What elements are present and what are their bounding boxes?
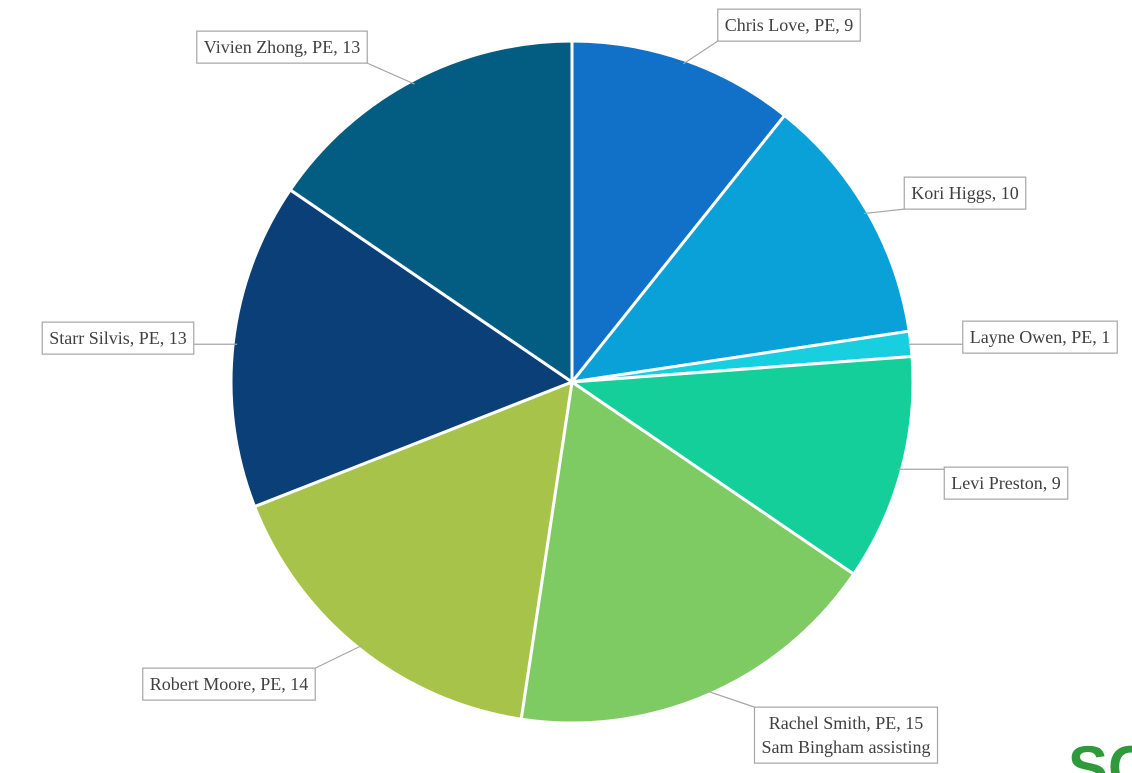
pie-slice (570, 355, 915, 576)
data-label: Chris Love, PE, 9 (725, 15, 854, 35)
data-label-group: Rachel Smith, PE, 15 Sam Bingham assistin… (753, 706, 939, 764)
data-label: Starr Silvis, PE, 13 (49, 328, 187, 348)
data-label-group: Chris Love, PE, 9 (717, 8, 861, 42)
data-label: Kori Higgs, 10 (911, 183, 1019, 203)
data-label-group: Vivien Zhong, PE, 13 (196, 30, 368, 64)
data-labels: Chris Love, PE, 9 Kori Higgs, 10 Layne Owe… (41, 8, 1118, 764)
leader-line (706, 690, 755, 708)
data-label-group: Levi Preston, 9 (943, 466, 1069, 500)
leader-line (366, 62, 415, 85)
pie-slice (253, 380, 574, 721)
label-box (943, 466, 1069, 500)
annotation: Sam Bingham assisting (761, 737, 930, 757)
pie-slice (570, 39, 787, 384)
label-box (753, 706, 939, 764)
pie-slice (288, 39, 574, 384)
data-label: Layne Owen, PE, 1 (970, 327, 1110, 347)
data-label-group: Robert Moore, PE, 14 (142, 667, 316, 701)
data-label: Rachel Smith, PE, 15 (769, 713, 924, 733)
label-box (196, 30, 368, 64)
pie-slice (570, 113, 911, 384)
data-label: Vivien Zhong, PE, 13 (204, 37, 360, 57)
label-box (41, 321, 195, 355)
data-label-group: Kori Higgs, 10 (903, 176, 1027, 210)
label-box (962, 320, 1118, 354)
logo: SC (1068, 734, 1132, 773)
leader-line (314, 644, 363, 669)
data-label-group: Layne Owen, PE, 1 (962, 320, 1118, 354)
pie-slice (519, 380, 856, 725)
label-box (142, 667, 316, 701)
label-box (903, 176, 1027, 210)
leader-line (863, 208, 905, 215)
data-label: Robert Moore, PE, 14 (150, 674, 308, 694)
data-label: Levi Preston, 9 (951, 473, 1061, 493)
label-box (717, 8, 861, 42)
data-label-group: Starr Silvis, PE, 13 (41, 321, 195, 355)
pie (229, 39, 915, 725)
leader-line (682, 40, 719, 65)
